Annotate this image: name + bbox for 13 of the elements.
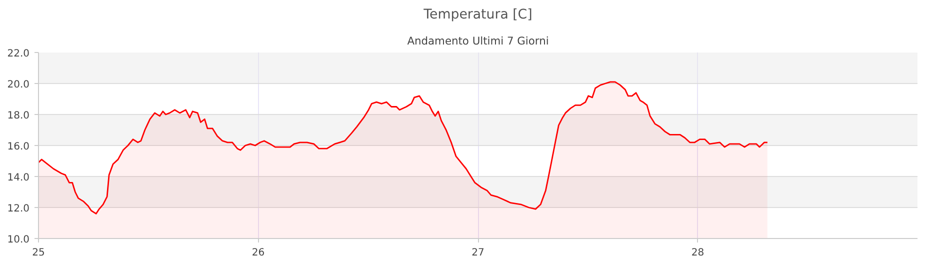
y-tick-label: 16.0 xyxy=(7,142,30,152)
y-tick-label: 10.0 xyxy=(7,234,30,246)
chart-subtitle: Andamento Ultimi 7 Giorni xyxy=(407,34,549,48)
y-tick-label: 22.0 xyxy=(7,48,30,60)
x-tick-label: 28 xyxy=(691,248,704,258)
x-tick-label: 27 xyxy=(472,248,484,258)
y-tick-label: 20.0 xyxy=(7,80,30,90)
chart-title: Temperatura [C] xyxy=(422,8,532,22)
y-tick-label: 14.0 xyxy=(7,172,30,184)
y-tick-label: 12.0 xyxy=(7,204,30,214)
x-tick-label: 25 xyxy=(32,248,45,258)
y-tick-label: 18.0 xyxy=(7,110,30,122)
x-tick-label: 26 xyxy=(252,248,265,258)
